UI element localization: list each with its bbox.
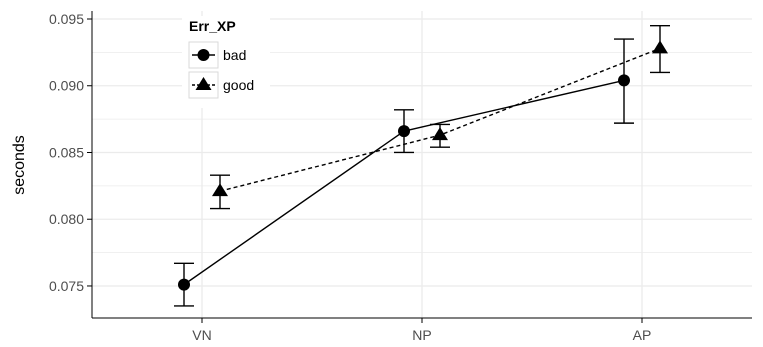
legend-key-marker [197, 49, 210, 61]
data-point [432, 127, 448, 141]
y-tick-label: 0.075 [49, 278, 84, 294]
x-tick-label: NP [412, 327, 431, 343]
data-point [618, 74, 630, 87]
data-point [178, 278, 190, 291]
legend-key-marker [195, 77, 212, 90]
x-tick-label: AP [633, 327, 652, 343]
y-tick-label: 0.080 [49, 211, 84, 227]
x-tick-label: VN [192, 327, 211, 343]
axes: 0.075 0.080 0.085 0.090 0.095 VN NP AP [49, 11, 752, 343]
series-good [210, 24, 670, 210]
gridlines [92, 11, 752, 318]
data-point [212, 183, 228, 197]
data-point [398, 125, 410, 138]
y-tick-label: 0.095 [49, 11, 84, 27]
legend-item-good: good [188, 71, 254, 99]
legend: Err_XP bad good [182, 16, 270, 108]
y-axis-title: seconds [11, 135, 28, 195]
legend-title: Err_XP [189, 18, 236, 34]
data-point [652, 40, 668, 54]
series [174, 24, 670, 307]
series-bad [174, 38, 634, 307]
y-tick-label: 0.090 [49, 78, 84, 94]
legend-item-bad: bad [188, 41, 246, 69]
series-line-good [219, 47, 661, 192]
y-tick-label: 0.085 [49, 144, 84, 160]
legend-label: bad [223, 47, 246, 63]
legend-label: good [223, 77, 254, 93]
